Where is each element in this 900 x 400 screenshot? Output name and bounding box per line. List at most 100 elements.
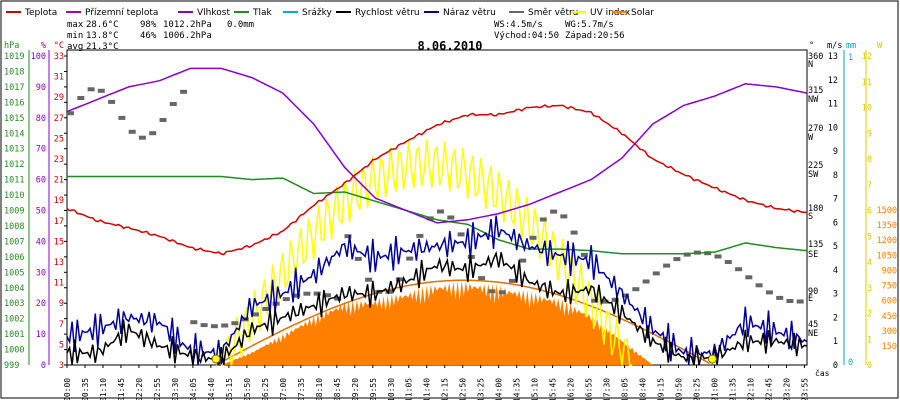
axis-tick-label: 1 — [833, 337, 838, 347]
x-tick-label: 19:15 — [657, 378, 666, 400]
x-tick-label: 04:05 — [189, 378, 198, 400]
stat-max-hum: 98% — [140, 20, 157, 30]
axis-tick-label: 10 — [862, 104, 872, 114]
axis-tick-label: 0 — [848, 358, 853, 368]
x-axis-label: čas — [815, 368, 830, 378]
axis-tick-label: 5 — [867, 232, 872, 242]
x-tick-label: 22:10 — [746, 378, 755, 400]
axis-tick-label: 1015 — [4, 114, 24, 124]
axis-tick-label: 1000 — [4, 346, 24, 356]
axis-tick-label: 19 — [54, 196, 64, 206]
x-tick-label: 12:15 — [441, 378, 450, 400]
axis-tick-label: 21 — [54, 176, 64, 186]
axis-tick-label: 1017 — [4, 83, 24, 93]
axis-tick-label: 45 — [808, 320, 818, 330]
x-tick-label: 21:35 — [728, 378, 737, 400]
stat-min-press: 1006.2hPa — [163, 31, 212, 41]
axis-tick-label: 100 — [31, 52, 46, 62]
axis-tick-label: 270 — [808, 124, 823, 134]
axis-tick-label: 80 — [36, 114, 46, 124]
x-tick-label: 11:40 — [423, 378, 432, 400]
axis-tick-label: 450 — [882, 312, 897, 322]
axis-tick-label: N — [808, 60, 813, 70]
x-tick-label: 09:20 — [351, 378, 360, 400]
x-tick-label: 07:00 — [279, 378, 288, 400]
x-tick-label: 23:20 — [782, 378, 791, 400]
legend-entry: Směr větru — [528, 8, 578, 18]
x-tick-label: 11:05 — [405, 378, 414, 400]
axis-tick-label: 29 — [54, 93, 64, 103]
axis-tick-label: S — [808, 212, 813, 222]
axis-tick-label: 600 — [882, 297, 897, 307]
axis-tick-label: 13 — [54, 258, 64, 268]
axis-tick-label: 23 — [54, 155, 64, 165]
axis-tick-label: 20 — [36, 299, 46, 309]
x-tick-label: 00:00 — [63, 378, 72, 400]
x-tick-label: 14:35 — [513, 378, 522, 400]
x-tick-label: 06:25 — [261, 378, 270, 400]
x-tick-label: 13:25 — [477, 378, 486, 400]
x-tick-label: 22:45 — [764, 378, 773, 400]
axis-tick-label: 9 — [833, 147, 838, 157]
axis-tick-label: NE — [808, 329, 818, 339]
axis-tick-label: 2 — [867, 310, 872, 320]
axis-tick-label: 1013 — [4, 145, 24, 155]
x-tick-label: 14:00 — [495, 378, 504, 400]
axis-tick-label: 180 — [808, 204, 823, 214]
stat-max-label: max — [67, 20, 84, 30]
x-tick-label: 07:35 — [297, 378, 306, 400]
axis-tick-label: NW — [808, 95, 819, 105]
axis-tick-label: 900 — [882, 266, 897, 276]
axis-unit-label: ° — [809, 41, 814, 51]
axis-tick-label: 11 — [828, 100, 838, 110]
axis-tick-label: 27 — [54, 114, 64, 124]
legend-entry: Tlak — [252, 8, 273, 18]
x-tick-label: 04:40 — [207, 378, 216, 400]
axis-tick-label: 9 — [59, 299, 64, 309]
axis-tick-label: 1018 — [4, 67, 24, 77]
x-tick-label: 03:30 — [171, 378, 180, 400]
axis-tick-label: 8 — [833, 171, 838, 181]
axis-tick-label: 17 — [54, 217, 64, 227]
axis-tick-label: 12 — [862, 52, 872, 62]
axis-tick-label: 1007 — [4, 237, 24, 247]
axis-tick-label: 300 — [882, 327, 897, 337]
axis-unit-label: % — [41, 41, 46, 51]
wind-gust-info: WG:5.7m/s — [565, 20, 614, 30]
temperature-line — [66, 104, 808, 256]
x-tick-label: 12:50 — [459, 378, 468, 400]
x-tick-label: 00:35 — [81, 378, 90, 400]
axis-tick-label: 1012 — [4, 160, 24, 170]
axis-tick-label: 3 — [59, 361, 64, 371]
axis-tick-label: 315 — [808, 86, 823, 96]
x-tick-label: 19:50 — [675, 378, 684, 400]
axis-tick-label: 6 — [833, 218, 838, 228]
axis-tick-label: 4 — [833, 266, 838, 276]
axis-tick-label: 11 — [862, 78, 872, 88]
stat-max-press: 1012.2hPa — [163, 20, 212, 30]
legend-entry: Rychlost větru — [355, 8, 420, 18]
axis-tick-label: 33 — [54, 52, 64, 62]
x-tick-label: 20:25 — [693, 378, 702, 400]
x-tick-label: 18:05 — [621, 378, 630, 400]
legend-entry: Přízemní teplota — [85, 8, 158, 18]
axis-tick-label: 225 — [808, 161, 823, 171]
axis-tick-label: 1004 — [4, 284, 24, 294]
axis-tick-label: 25 — [54, 134, 64, 144]
axis-tick-label: 4 — [867, 258, 872, 268]
axis-tick-label: 0 — [41, 361, 46, 371]
axis-tick-label: 5 — [59, 340, 64, 350]
x-tick-label: 01:10 — [99, 378, 108, 400]
axis-tick-label: 1 — [867, 335, 872, 345]
stat-avg-label: avg — [67, 42, 83, 52]
axis-tick-label: 150 — [882, 342, 897, 352]
axis-tick-label: 1050 — [877, 251, 897, 261]
axis-tick-label: 3 — [867, 284, 872, 294]
axis-tick-label: 10 — [828, 123, 838, 133]
axis-tick-label: 1014 — [4, 129, 24, 139]
axis-unit-label: hPa — [4, 41, 19, 51]
axis-tick-label: 31 — [54, 73, 64, 83]
axis-tick-label: SW — [808, 170, 819, 180]
sunset-marker — [707, 354, 717, 364]
